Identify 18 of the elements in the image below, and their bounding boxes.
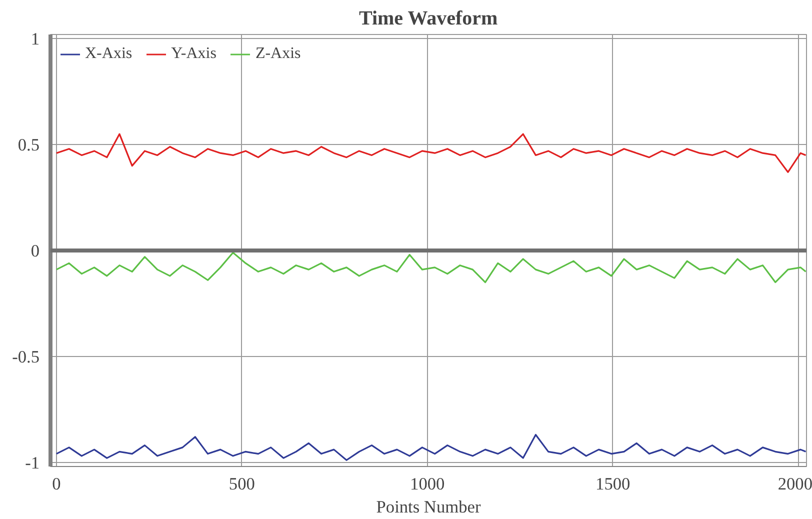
legend-label: Y-Axis — [171, 45, 216, 63]
x-tick-label: 500 — [228, 474, 255, 494]
x-tick-label: 2000 — [778, 474, 812, 494]
x-tick-label: 1500 — [596, 474, 630, 494]
y-tick-label: -0.5 — [12, 347, 40, 366]
line-series — [56, 133, 806, 173]
chart-title: Time Waveform — [358, 8, 498, 30]
x-axis-title: Points Number — [376, 498, 481, 516]
x-tick-label: 0 — [52, 474, 61, 494]
legend-label: Z-Axis — [255, 45, 301, 63]
y-tick-label: 0.5 — [18, 136, 40, 155]
y-tick-label: 0 — [30, 242, 40, 260]
legend-label: X-Axis — [85, 45, 132, 63]
y-tick-label: -1 — [25, 453, 40, 472]
line-series — [56, 252, 806, 284]
line-series — [56, 434, 806, 461]
x-tick-label: 1000 — [410, 474, 445, 494]
y-tick-label: 1 — [30, 30, 40, 49]
